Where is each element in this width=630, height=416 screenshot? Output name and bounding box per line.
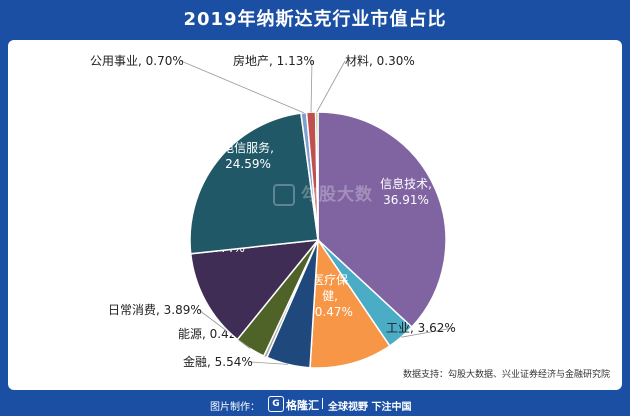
slice-value-2: 10.47% — [307, 305, 353, 319]
pie-slice-2 — [309, 237, 391, 369]
page-title: 2019年纳斯达克行业市值占比 — [183, 9, 447, 30]
footer-divider — [322, 398, 323, 409]
leader-line-1 — [401, 327, 454, 338]
slice-label-1: 工业, 3.62% — [386, 321, 456, 335]
data-source: 数据支持：勾股大数据、兴业证券经济与金融研究院 — [402, 370, 610, 380]
slice-label-5: 日常消费, 3.89% — [108, 303, 202, 317]
slice-label-9: 房地产, 1.13% — [233, 53, 315, 68]
pie-slice-6 — [189, 239, 320, 341]
leader-line-10 — [316, 60, 346, 113]
pie-slice-7 — [189, 112, 319, 255]
watermark-text: 勾股大数 — [301, 185, 373, 205]
slice-label-3: 金融, 5.54% — [183, 354, 253, 369]
footer: 图片制作： G 格隆汇 全球视野 下注中国 — [0, 392, 630, 416]
pie-slice-10 — [314, 111, 319, 241]
watermark: 勾股大数 — [273, 180, 373, 206]
slice-label-7: 电信服务, — [222, 140, 274, 155]
watermark-logo-icon — [273, 184, 295, 206]
leader-line-5 — [198, 309, 251, 349]
pie-slice-0 — [317, 111, 447, 329]
slice-value-7: 24.59% — [225, 157, 271, 171]
brand-name: 格隆汇 — [286, 399, 319, 412]
slice-label-10: 材料, 0.30% — [345, 54, 415, 68]
slice-label-0: 信息技术, — [380, 176, 432, 191]
leader-line-8 — [180, 60, 304, 114]
slice-value-0: 36.91% — [383, 193, 429, 207]
slice-label-8: 公用事业, 0.70% — [90, 54, 184, 68]
made-by-label: 图片制作： — [210, 402, 260, 413]
chart-card: 信息技术, 36.91% 工业, 3.62% 医疗保健, 10.47% 金融, 5.54%… — [8, 40, 622, 390]
slice-label-cont-2: 健, — [322, 289, 338, 303]
brand-slogan: 全球视野 下注中国 — [328, 402, 412, 413]
leader-line-9 — [310, 60, 313, 113]
slice-label-2: 医疗保 — [312, 273, 348, 287]
leader-line-3 — [249, 361, 289, 365]
brand-logo-icon: G — [268, 396, 284, 412]
